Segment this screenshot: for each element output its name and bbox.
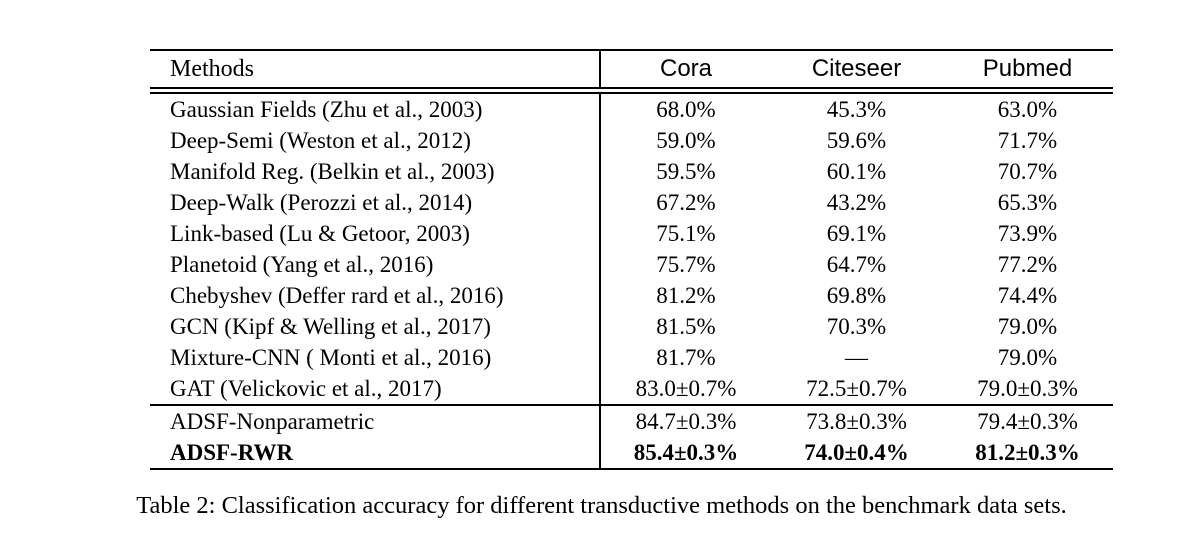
- value-cell: 75.1%: [599, 218, 771, 249]
- table-row: Mixture-CNN ( Monti et al., 2016) 81.7% — 7…: [150, 342, 1113, 373]
- table-row: Link-based (Lu & Getoor, 2003) 75.1% 69.1%…: [150, 218, 1113, 249]
- table-row: Gaussian Fields (Zhu et al., 2003) 68.0% 4…: [150, 90, 1113, 125]
- value-cell: 83.0±0.7%: [599, 373, 771, 405]
- method-cell: ADSF-RWR: [170, 439, 294, 465]
- method-cell: ADSF-Nonparametric: [150, 404, 600, 437]
- value-cell: 73.9%: [997, 220, 1058, 246]
- table-row: GCN (Kipf & Welling et al., 2017) 81.5% 70…: [150, 311, 1113, 342]
- value-cell: 70.3%: [826, 313, 887, 339]
- method-cell: Chebyshev (Deffer rard et al., 2016): [170, 282, 504, 308]
- column-header-citeseer: Citeseer: [771, 50, 942, 94]
- value-cell: 68.0%: [599, 90, 771, 125]
- method-cell: GAT (Velickovic et al., 2017): [170, 375, 442, 401]
- value-cell: 65.3%: [997, 189, 1058, 215]
- method-cell: GCN (Kipf & Welling et al., 2017): [170, 313, 491, 339]
- value-cell: 43.2%: [826, 189, 887, 215]
- value-cell: 81.2±0.3%: [975, 439, 1080, 465]
- value-cell: 45.3%: [826, 96, 887, 122]
- value-cell: 75.7%: [599, 249, 771, 280]
- value-cell: 71.7%: [997, 127, 1058, 153]
- method-cell: Deep-Semi (Weston et al., 2012): [170, 127, 471, 153]
- value-cell: 69.8%: [826, 282, 887, 308]
- method-cell: Planetoid (Yang et al., 2016): [170, 251, 434, 277]
- table-row: ADSF-RWR 85.4±0.3% 74.0±0.4% 81.2±0.3%: [150, 437, 1113, 469]
- value-cell: —: [845, 344, 868, 370]
- value-cell: 84.7±0.3%: [599, 404, 771, 437]
- table-row: Planetoid (Yang et al., 2016) 75.7% 64.7% 7…: [150, 249, 1113, 280]
- value-cell: 74.4%: [997, 282, 1058, 308]
- table-row: Deep-Semi (Weston et al., 2012) 59.0% 59.6…: [150, 125, 1113, 156]
- value-cell: 81.5%: [599, 311, 771, 342]
- value-cell: 63.0%: [997, 96, 1058, 122]
- method-cell: Manifold Reg. (Belkin et al., 2003): [170, 158, 495, 184]
- value-cell: 60.1%: [826, 158, 887, 184]
- value-cell: 64.7%: [826, 251, 887, 277]
- column-header-pubmed: Pubmed: [942, 50, 1113, 94]
- results-table: Methods Cora Citeseer Pubmed Gaussian Fi…: [150, 49, 1113, 470]
- table-row: Manifold Reg. (Belkin et al., 2003) 59.5%…: [150, 156, 1113, 187]
- value-cell: 59.6%: [826, 127, 887, 153]
- table-row: Chebyshev (Deffer rard et al., 2016) 81.2…: [150, 280, 1113, 311]
- value-cell: 59.0%: [599, 125, 771, 156]
- value-cell: 72.5±0.7%: [806, 375, 907, 401]
- method-cell: Link-based (Lu & Getoor, 2003): [170, 220, 470, 246]
- value-cell: 67.2%: [599, 187, 771, 218]
- results-table-body: Gaussian Fields (Zhu et al., 2003) 68.0% 4…: [150, 90, 1113, 469]
- value-cell: 69.1%: [826, 220, 887, 246]
- value-cell: 74.0±0.4%: [804, 439, 909, 465]
- value-cell: 81.7%: [599, 342, 771, 373]
- value-cell: 79.4±0.3%: [942, 404, 1113, 437]
- column-header-methods: Methods: [150, 50, 600, 94]
- method-cell: Deep-Walk (Perozzi et al., 2014): [170, 189, 473, 215]
- header-row: Methods Cora Citeseer Pubmed: [150, 50, 1113, 94]
- value-cell: 73.8±0.3%: [771, 404, 942, 437]
- value-cell: 70.7%: [997, 158, 1058, 184]
- value-cell: 79.0%: [997, 313, 1058, 339]
- value-cell: 77.2%: [997, 251, 1058, 277]
- value-cell: 85.4±0.3%: [599, 437, 771, 469]
- table-row: GAT (Velickovic et al., 2017) 83.0±0.7% 72…: [150, 373, 1113, 405]
- value-cell: 59.5%: [599, 156, 771, 187]
- value-cell: 81.2%: [599, 280, 771, 311]
- table-row: Deep-Walk (Perozzi et al., 2014) 67.2% 43.…: [150, 187, 1113, 218]
- method-cell: Mixture-CNN ( Monti et al., 2016): [170, 344, 492, 370]
- column-header-cora: Cora: [599, 50, 771, 94]
- value-cell: 79.0±0.3%: [977, 375, 1078, 401]
- value-cell: 79.0%: [997, 344, 1058, 370]
- method-cell: Gaussian Fields (Zhu et al., 2003): [170, 96, 483, 122]
- results-table-header: Methods Cora Citeseer Pubmed: [150, 50, 1113, 94]
- table-row: ADSF-Nonparametric 84.7±0.3% 73.8±0.3% 79.4…: [150, 404, 1113, 437]
- table-caption: Table 2: Classification accuracy for dif…: [136, 492, 1067, 519]
